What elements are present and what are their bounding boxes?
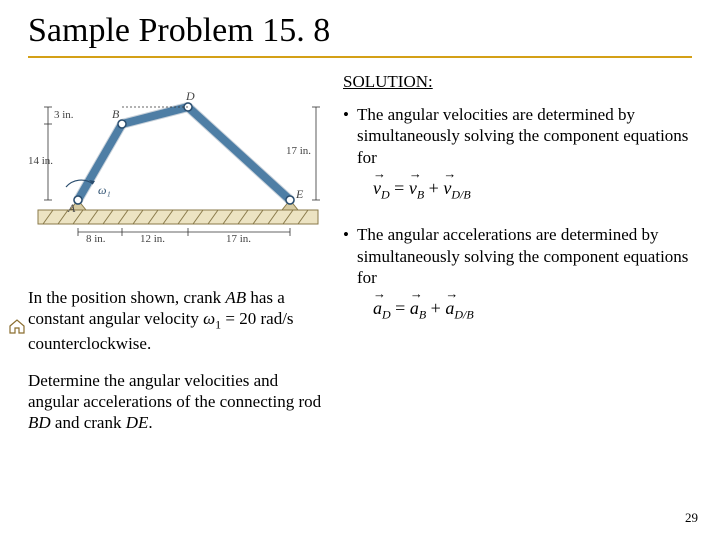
- dim-17in-r: 17 in.: [286, 145, 311, 157]
- slide-title: Sample Problem 15. 8: [28, 12, 692, 50]
- eq2-lhs-sub: D: [382, 308, 391, 322]
- dim-3in: 3 in.: [54, 109, 74, 121]
- bullet-dot: •: [343, 104, 349, 168]
- solution-heading: SOLUTION:: [343, 72, 692, 92]
- para2-a: Determine the angular velocities and ang…: [28, 371, 321, 411]
- problem-statement-1: In the position shown, crank AB has a co…: [28, 287, 333, 354]
- bullet-2: • The angular accelerations are determin…: [343, 224, 692, 288]
- para2-bd: BD: [28, 413, 51, 432]
- equation-1: vD = vB + vD/B: [373, 178, 692, 203]
- eq1-lhs: v: [373, 178, 381, 198]
- para2-b: and crank: [51, 413, 126, 432]
- para1-omega: ω: [203, 309, 215, 328]
- eq1-lhs-sub: D: [381, 187, 390, 201]
- para2-c: .: [148, 413, 152, 432]
- eq2-r2: a: [445, 298, 454, 318]
- equation-2: aD = aB + aD/B: [373, 298, 692, 323]
- pt-D: D: [185, 89, 195, 103]
- para2-de: DE: [126, 413, 149, 432]
- title-rule: Sample Problem 15. 8: [28, 12, 692, 58]
- page-number: 29: [685, 510, 698, 526]
- bullet-1: • The angular velocities are determined …: [343, 104, 692, 168]
- eq1-r2-sub: D/B: [451, 187, 470, 201]
- bullet-2-text: The angular accelerations are determined…: [357, 224, 692, 288]
- eq2-r1-sub: B: [419, 308, 426, 322]
- left-column: A B D E ω₁ 3 in. 14 in. 17 in. 8 in. 12 …: [28, 72, 333, 434]
- slide: Sample Problem 15. 8: [0, 0, 720, 540]
- eq2-r1: a: [410, 298, 419, 318]
- eq1-r1: v: [409, 178, 417, 198]
- eq2-r2-sub: D/B: [454, 308, 473, 322]
- pt-A: A: [67, 201, 76, 215]
- pt-E: E: [295, 187, 304, 201]
- bullet-1-text: The angular velocities are determined by…: [357, 104, 692, 168]
- pt-B: B: [112, 107, 120, 121]
- eq2-lhs: a: [373, 298, 382, 318]
- problem-statement-2: Determine the angular velocities and ang…: [28, 370, 333, 434]
- para1-ab: AB: [225, 288, 246, 307]
- mechanism-diagram: A B D E ω₁ 3 in. 14 in. 17 in. 8 in. 12 …: [28, 72, 328, 242]
- omega-label: ω₁: [98, 183, 111, 197]
- right-column: SOLUTION: • The angular velocities are d…: [343, 72, 692, 434]
- bullet-dot: •: [343, 224, 349, 288]
- eq1-r1-sub: B: [417, 187, 424, 201]
- content-row: A B D E ω₁ 3 in. 14 in. 17 in. 8 in. 12 …: [28, 72, 692, 434]
- eq1-r2: v: [443, 178, 451, 198]
- home-icon[interactable]: [8, 318, 26, 339]
- dim-8in: 8 in.: [86, 233, 106, 242]
- para1-a: In the position shown, crank: [28, 288, 225, 307]
- dim-14in: 14 in.: [28, 155, 53, 167]
- dim-12in: 12 in.: [140, 233, 165, 242]
- dim-17in-b: 17 in.: [226, 233, 251, 242]
